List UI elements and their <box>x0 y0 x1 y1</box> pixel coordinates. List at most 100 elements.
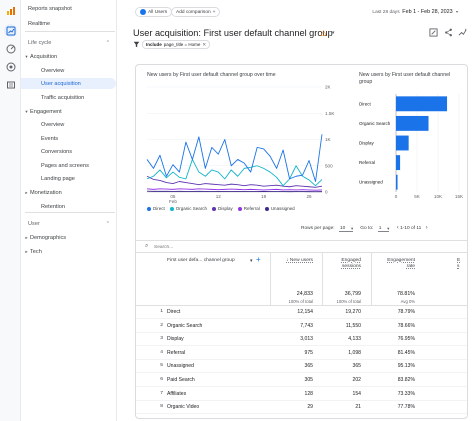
table-row[interactable]: 2 Organic Search 7,743 11,550 78.66% <box>136 320 467 333</box>
row-channel-name[interactable]: Unassigned <box>167 363 194 370</box>
sidebar-item[interactable]: Realtime <box>21 18 116 29</box>
sidebar-item-label: Overview <box>41 67 65 74</box>
sidebar-item[interactable]: ▾ Acquisition <box>21 51 116 62</box>
next-page-icon[interactable]: › <box>425 225 428 231</box>
column-header-line: s <box>457 264 460 269</box>
sidebar-item[interactable]: ▸ Demographics <box>21 232 116 243</box>
library-icon[interactable] <box>4 78 17 91</box>
bar[interactable] <box>396 155 401 171</box>
legend-item[interactable]: Referral <box>237 206 260 211</box>
customize-report-icon[interactable] <box>428 27 438 37</box>
table-row[interactable]: 1 Direct 12,154 19,270 78.79% <box>136 306 467 319</box>
bar[interactable] <box>396 135 409 151</box>
row-channel-name[interactable]: Organic Video <box>167 404 200 411</box>
row-channel-name[interactable]: Organic Social <box>167 418 200 419</box>
table-row[interactable]: 4 Referral 975 1,098 81.45% <box>136 347 467 360</box>
sidebar-item[interactable]: Overview <box>21 119 116 130</box>
bar[interactable] <box>396 96 448 112</box>
sidebar-item[interactable]: User acquisition <box>21 78 116 89</box>
column-header[interactable]: Engaged sessions <box>321 258 361 270</box>
legend-item[interactable]: Organic Search <box>169 206 208 211</box>
table-row[interactable]: 5 Unassigned 365 365 95.13% <box>136 360 467 374</box>
dimension-header[interactable]: First user defa... channel group <box>167 258 235 263</box>
row-channel-name[interactable]: Display <box>167 336 184 343</box>
sidebar-item[interactable]: ▸ Tech <box>21 246 116 257</box>
expand-caret-icon[interactable]: ▸ <box>25 248 28 254</box>
sidebar-item[interactable]: Traffic acquisition <box>21 92 116 103</box>
column-header[interactable]: ↓ New users <box>263 258 313 264</box>
row-channel-name[interactable]: Paid Search <box>167 377 195 383</box>
sidebar-item[interactable]: Events <box>21 133 116 144</box>
row-value: 19 <box>355 418 361 419</box>
insights-icon[interactable] <box>457 27 467 37</box>
warning-icon[interactable]: ⚠ <box>320 29 328 38</box>
table-row[interactable]: 6 Paid Search 305 202 83.82% <box>136 374 467 387</box>
expand-caret-icon[interactable]: ▸ <box>25 189 28 195</box>
sidebar-item[interactable]: Retention <box>21 201 116 212</box>
y-tick-label: 1.5K <box>325 111 335 116</box>
collapse-section-icon[interactable]: ⌃ <box>105 39 110 46</box>
sidebar-item-label: User <box>28 220 40 227</box>
legend-label: Organic Search <box>175 206 208 211</box>
x-tick-label: 0 <box>395 194 398 199</box>
expand-caret-icon[interactable]: ▸ <box>25 234 28 240</box>
sidebar-item[interactable]: Landing page <box>21 173 116 184</box>
title-bar: User acquisition: First user default cha… <box>117 24 474 54</box>
add-dimension-icon[interactable]: + <box>256 255 261 264</box>
table-row[interactable]: 7 Affiliates 128 154 73.33% <box>136 388 467 401</box>
legend-item[interactable]: Display <box>212 206 233 211</box>
explore-icon[interactable] <box>4 42 17 55</box>
go-to-select[interactable]: 1 <box>377 226 390 232</box>
legend-item[interactable]: Unassigned <box>264 206 295 211</box>
close-icon[interactable]: ✕ <box>202 41 207 47</box>
filter-icon[interactable] <box>133 41 140 50</box>
row-index: 1 <box>160 309 163 314</box>
row-channel-name[interactable]: Referral <box>167 349 186 356</box>
row-channel-name[interactable]: Organic Search <box>167 322 203 329</box>
date-range-picker[interactable]: Last 28 days Feb 1 - Feb 28, 2023 ▾ <box>372 9 458 15</box>
analytics-logo-icon[interactable] <box>4 4 17 17</box>
bar[interactable] <box>396 174 398 190</box>
sidebar-item-label: Demographics <box>30 234 67 241</box>
series-line-direct[interactable] <box>146 134 323 182</box>
advertising-icon[interactable] <box>4 60 17 73</box>
filter-value: page_title = Home <box>163 42 201 47</box>
row-channel-name[interactable]: Direct <box>167 309 181 315</box>
column-divider <box>270 252 271 306</box>
series-line-display[interactable] <box>146 175 323 188</box>
bar[interactable] <box>396 115 429 131</box>
legend-label: Direct <box>153 206 165 211</box>
search-input[interactable] <box>154 243 254 251</box>
table-row[interactable]: 9 Organic Social 18 19 82.61% <box>136 415 467 419</box>
table-row[interactable]: 3 Display 3,013 4,133 76.95% <box>136 333 467 347</box>
collapse-section-icon[interactable]: ⌃ <box>105 220 110 227</box>
expand-caret-icon[interactable]: ▾ <box>25 53 28 59</box>
row-channel-name[interactable]: Affiliates <box>167 390 187 397</box>
rows-per-page-select[interactable]: 10 <box>338 226 354 232</box>
all-users-chip[interactable]: All Users <box>135 7 173 17</box>
series-line-referral[interactable] <box>146 188 323 191</box>
add-comparison-button[interactable]: Add comparison + <box>171 7 221 17</box>
x-tick-sublabel: Feb <box>169 199 177 204</box>
legend-item[interactable]: Direct <box>147 206 165 211</box>
series-line-organic-search[interactable] <box>146 158 323 187</box>
expand-caret-icon[interactable]: ▾ <box>25 108 28 114</box>
reports-sidebar: Reports snapshot Realtime Life cycle ⌃ ▾ Acqu… <box>21 0 117 421</box>
prev-page-icon[interactable]: ‹ <box>396 225 399 231</box>
filter-chip[interactable]: Include page_title = Home ✕ <box>142 40 211 49</box>
reports-icon[interactable] <box>4 24 17 37</box>
sidebar-item[interactable]: Pages and screens <box>21 160 116 171</box>
table-row[interactable]: 8 Organic Video 29 21 77.78% <box>136 401 467 415</box>
sidebar-item[interactable]: ▸ Monetization <box>21 187 116 198</box>
row-value: 3,013 <box>300 336 313 343</box>
share-icon[interactable] <box>443 27 453 37</box>
sidebar-item[interactable]: Reports snapshot <box>21 3 116 14</box>
sidebar-item[interactable]: Conversions <box>21 146 116 157</box>
column-header[interactable]: Engagement rate <box>375 258 415 270</box>
sidebar-item[interactable]: Overview <box>21 65 116 76</box>
filter-include-label: Include <box>146 42 162 47</box>
title-dropdown-icon[interactable]: ▾ <box>332 30 335 36</box>
sidebar-item[interactable]: ▾ Engagement <box>21 106 116 117</box>
dimension-dropdown-icon[interactable]: ▾ <box>250 259 253 264</box>
